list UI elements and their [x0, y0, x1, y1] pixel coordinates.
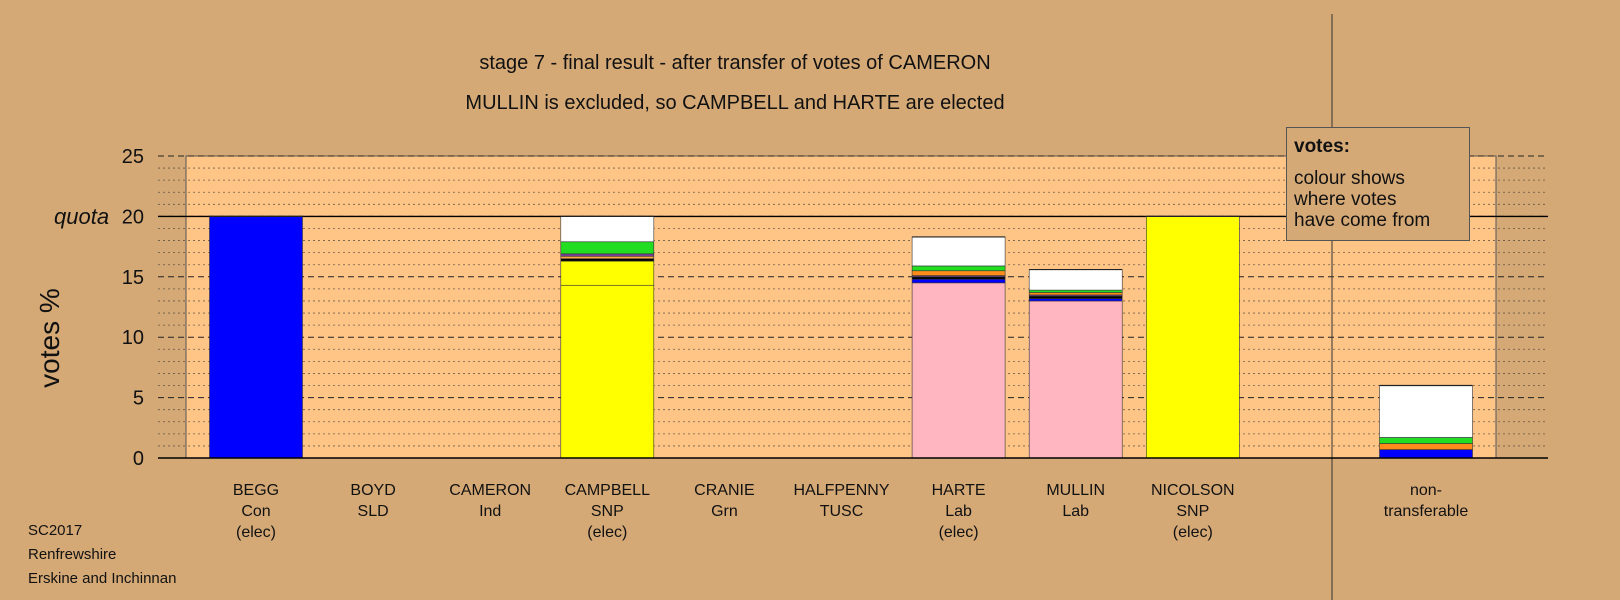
- candidate-party-label: Ind: [479, 503, 501, 520]
- bar-nontransferable-segment: [1379, 443, 1473, 450]
- footer-election: SC2017: [28, 522, 83, 539]
- y-tick-label: 0: [133, 448, 144, 470]
- legend-heading: votes:: [1294, 136, 1350, 157]
- bar-harte-segment: [911, 236, 1006, 267]
- candidate-status-label: (elec): [236, 524, 276, 541]
- candidate-name-label: NICOLSON: [1151, 482, 1235, 499]
- bar-harte-segment: [911, 270, 1006, 276]
- bar-harte-segment: [911, 278, 1006, 284]
- candidate-party-label: Lab: [1062, 503, 1089, 520]
- bar-mullin-segment: [1028, 300, 1123, 459]
- bar-nontransferable-segment: [1379, 437, 1473, 444]
- bar-campbell-segment: [560, 284, 655, 459]
- bar-campbell-segment: [560, 258, 655, 262]
- candidate-status-label: (elec): [939, 524, 979, 541]
- bar-mullin-segment: [1028, 295, 1123, 299]
- bar-harte-segment: [911, 265, 1006, 272]
- candidate-party-label: Lab: [945, 503, 972, 520]
- bar-harte-segment: [911, 276, 1006, 280]
- bar-mullin-segment: [1028, 298, 1123, 302]
- bar-campbell-segment: [560, 255, 655, 259]
- bar-mullin-segment: [1028, 292, 1123, 296]
- bar-campbell-segment: [560, 241, 655, 255]
- bar-campbell-segment: [560, 216, 655, 243]
- bar-campbell-segment: [560, 260, 655, 286]
- candidate-party-label: SNP: [1176, 503, 1209, 520]
- legend-line: where votes: [1294, 189, 1397, 210]
- y-tick-label: 5: [133, 388, 144, 410]
- candidate-party-label: SLD: [358, 503, 389, 520]
- quota-tick-label: 20: [122, 206, 144, 228]
- bar-nontransferable-segment: [1379, 449, 1473, 459]
- bar-mullin-segment: [1028, 289, 1123, 293]
- bar-harte-segment: [911, 282, 1006, 459]
- bar-nontransferable-segment: [1379, 385, 1473, 438]
- plot-area: [185, 155, 1497, 459]
- chart-title: stage 7 - final result - after transfer …: [479, 52, 991, 74]
- y-axis-label: votes %: [34, 288, 65, 388]
- candidate-status-label: (elec): [1173, 524, 1213, 541]
- candidate-name-label: BOYD: [350, 482, 395, 499]
- candidate-name-label: CAMPBELL: [565, 482, 650, 499]
- footer-council: Renfrewshire: [28, 546, 117, 563]
- y-tick-label: 15: [122, 267, 144, 289]
- legend-line: have come from: [1294, 210, 1431, 231]
- quota-label: quota: [54, 204, 110, 229]
- candidate-name-label: HARTE: [932, 482, 986, 499]
- y-tick-label: 25: [122, 146, 144, 168]
- bar-nicolson-segment: [1146, 216, 1240, 459]
- candidate-name-label: CRANIE: [694, 482, 754, 499]
- footer-ward: Erskine and Inchinnan: [28, 570, 177, 587]
- bar-campbell-segment: [560, 253, 655, 257]
- nontransferable-label: non-: [1410, 482, 1442, 499]
- candidate-party-label: SNP: [591, 503, 624, 520]
- bar-begg-segment: [209, 216, 303, 459]
- candidate-party-label: Grn: [711, 503, 738, 520]
- candidate-status-label: (elec): [587, 524, 627, 541]
- candidate-party-label: Con: [241, 503, 270, 520]
- bar-mullin-segment: [1028, 269, 1123, 291]
- candidate-name-label: MULLIN: [1046, 482, 1105, 499]
- legend-box: votes: colour shows where votes have com…: [1286, 127, 1470, 241]
- y-tick-label: 10: [122, 327, 144, 349]
- chart-subtitle: MULLIN is excluded, so CAMPBELL and HART…: [465, 92, 1005, 114]
- candidate-name-label: CAMERON: [449, 482, 531, 499]
- candidate-name-label: HALFPENNY: [793, 482, 889, 499]
- nontransferable-label: transferable: [1384, 503, 1469, 520]
- candidate-name-label: BEGG: [233, 482, 279, 499]
- legend-line: colour shows: [1294, 168, 1405, 189]
- candidate-party-label: TUSC: [820, 503, 864, 520]
